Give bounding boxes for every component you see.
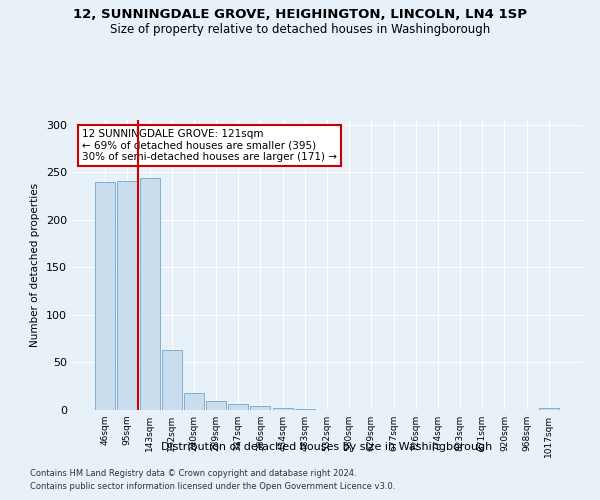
Text: Contains public sector information licensed under the Open Government Licence v3: Contains public sector information licen…	[30, 482, 395, 491]
Bar	[184, 393, 204, 410]
Text: 12, SUNNINGDALE GROVE, HEIGHINGTON, LINCOLN, LN4 1SP: 12, SUNNINGDALE GROVE, HEIGHINGTON, LINC…	[73, 8, 527, 20]
Bar	[250, 406, 271, 410]
Bar	[162, 350, 182, 410]
Y-axis label: Number of detached properties: Number of detached properties	[31, 183, 40, 347]
Bar	[539, 408, 559, 410]
Bar	[228, 404, 248, 410]
Text: 12 SUNNINGDALE GROVE: 121sqm
← 69% of detached houses are smaller (395)
30% of s: 12 SUNNINGDALE GROVE: 121sqm ← 69% of de…	[82, 128, 337, 162]
Bar	[206, 402, 226, 410]
Bar	[95, 182, 115, 410]
Text: Size of property relative to detached houses in Washingborough: Size of property relative to detached ho…	[110, 22, 490, 36]
Bar	[140, 178, 160, 410]
Bar	[295, 409, 315, 410]
Bar	[118, 181, 137, 410]
Text: Distribution of detached houses by size in Washingborough: Distribution of detached houses by size …	[161, 442, 493, 452]
Bar	[272, 408, 293, 410]
Text: Contains HM Land Registry data © Crown copyright and database right 2024.: Contains HM Land Registry data © Crown c…	[30, 468, 356, 477]
